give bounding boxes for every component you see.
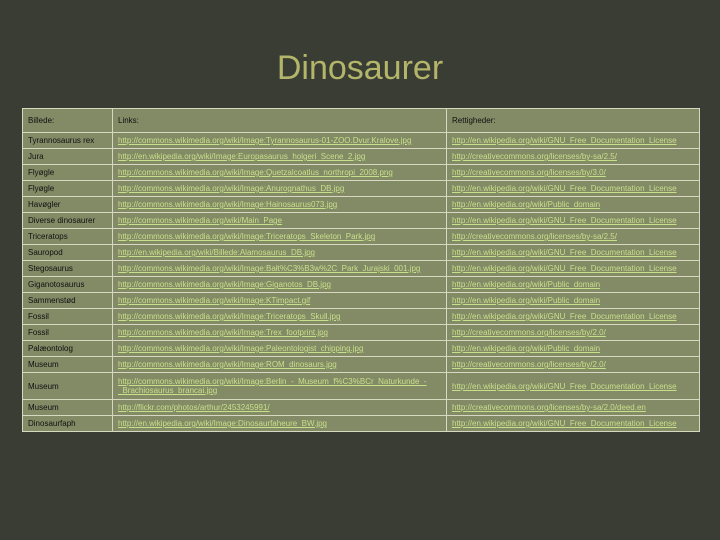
license-link[interactable]: http://creativecommons.org/licenses/by/3… <box>446 164 700 181</box>
license-link[interactable]: http://en.wikipedia.org/wiki/GNU_Free_Do… <box>446 372 700 400</box>
table-row: Stegosaurus http://commons.wikimedia.org/… <box>22 260 700 277</box>
table-row: Tyrannosaurus rex http://commons.wikimedi… <box>22 132 700 149</box>
image-name-cell: Tyrannosaurus rex <box>22 132 113 149</box>
license-link[interactable]: http://en.wikipedia.org/wiki/GNU_Free_Do… <box>446 212 700 229</box>
table-row: Museum http://commons.wikimedia.org/wiki/… <box>22 372 700 400</box>
image-name-cell: Giganotosaurus <box>22 276 113 293</box>
source-link[interactable]: http://commons.wikimedia.org/wiki/Main_P… <box>112 212 447 229</box>
source-link[interactable]: http://commons.wikimedia.org/wiki/Image:… <box>112 308 447 325</box>
source-link[interactable]: http://commons.wikimedia.org/wiki/Image:… <box>112 324 447 341</box>
license-link[interactable]: http://en.wikipedia.org/wiki/Public_doma… <box>446 196 700 213</box>
license-link[interactable]: http://creativecommons.org/licenses/by-s… <box>446 399 700 416</box>
license-link[interactable]: http://en.wikipedia.org/wiki/Public_doma… <box>446 292 700 309</box>
image-name-cell: Havøgler <box>22 196 113 213</box>
table-row: Flyøgle http://commons.wikimedia.org/wiki… <box>22 180 700 197</box>
source-link[interactable]: http://commons.wikimedia.org/wiki/Image:… <box>112 276 447 293</box>
table-row: Sauropod http://en.wikipedia.org/wiki/Bil… <box>22 244 700 261</box>
source-link[interactable]: http://commons.wikimedia.org/wiki/Image:… <box>112 292 447 309</box>
license-link[interactable]: http://en.wikipedia.org/wiki/Public_doma… <box>446 276 700 293</box>
table-row: Havøgler http://commons.wikimedia.org/wik… <box>22 196 700 213</box>
license-link[interactable]: http://en.wikipedia.org/wiki/GNU_Free_Do… <box>446 132 700 149</box>
license-link[interactable]: http://en.wikipedia.org/wiki/Public_doma… <box>446 340 700 357</box>
license-link[interactable]: http://en.wikipedia.org/wiki/GNU_Free_Do… <box>446 180 700 197</box>
source-link[interactable]: http://commons.wikimedia.org/wiki/Image:… <box>112 164 447 181</box>
license-link[interactable]: http://creativecommons.org/licenses/by/2… <box>446 324 700 341</box>
license-link[interactable]: http://creativecommons.org/licenses/by/2… <box>446 356 700 373</box>
source-link[interactable]: http://en.wikipedia.org/wiki/Image:Europ… <box>112 148 447 165</box>
source-link[interactable]: http://commons.wikimedia.org/wiki/Image:… <box>112 180 447 197</box>
source-link[interactable]: http://en.wikipedia.org/wiki/Billede:Ala… <box>112 244 447 261</box>
table-row: Palæontolog http://commons.wikimedia.org/… <box>22 340 700 357</box>
source-link[interactable]: http://flickr.com/photos/arthur/24532459… <box>112 399 447 416</box>
table-header-row: Billede: Links: Rettigheder: <box>22 108 700 133</box>
table-row: Museum http://commons.wikimedia.org/wiki/… <box>22 356 700 373</box>
source-link[interactable]: http://commons.wikimedia.org/wiki/Image:… <box>112 132 447 149</box>
image-name-cell: Sammenstød <box>22 292 113 309</box>
image-name-cell: Fossil <box>22 324 113 341</box>
image-name-cell: Palæontolog <box>22 340 113 357</box>
source-link[interactable]: http://commons.wikimedia.org/wiki/Image:… <box>112 340 447 357</box>
source-link[interactable]: http://commons.wikimedia.org/wiki/Image:… <box>112 260 447 277</box>
image-name-cell: Flyøgle <box>22 164 113 181</box>
image-name-cell: Diverse dinosaurer <box>22 212 113 229</box>
table-row: Diverse dinosaurer http://commons.wikimed… <box>22 212 700 229</box>
table-row: Fossil http://commons.wikimedia.org/wiki/… <box>22 324 700 341</box>
page-title: Dinosaurer <box>276 49 444 87</box>
license-link[interactable]: http://en.wikipedia.org/wiki/GNU_Free_Do… <box>446 260 700 277</box>
header-links: Links: <box>112 108 447 133</box>
source-link[interactable]: http://commons.wikimedia.org/wiki/Image:… <box>112 196 447 213</box>
image-name-cell: Stegosaurus <box>22 260 113 277</box>
image-name-cell: Sauropod <box>22 244 113 261</box>
license-link[interactable]: http://creativecommons.org/licenses/by-s… <box>446 228 700 245</box>
table-row: Museum http://flickr.com/photos/arthur/24… <box>22 399 700 416</box>
license-link[interactable]: http://en.wikipedia.org/wiki/GNU_Free_Do… <box>446 244 700 261</box>
image-name-cell: Museum <box>22 356 113 373</box>
license-link[interactable]: http://creativecommons.org/licenses/by-s… <box>446 148 700 165</box>
table-row: Fossil http://commons.wikimedia.org/wiki/… <box>22 308 700 325</box>
image-name-cell: Flyøgle <box>22 180 113 197</box>
source-link[interactable]: http://commons.wikimedia.org/wiki/Image:… <box>112 228 447 245</box>
image-name-cell: Fossil <box>22 308 113 325</box>
table-row: Dinosaurfaph http://en.wikipedia.org/wiki… <box>22 415 700 432</box>
table-row: Giganotosaurus http://commons.wikimedia.o… <box>22 276 700 293</box>
image-name-cell: Museum <box>22 372 113 400</box>
table-row: Sammenstød http://commons.wikimedia.org/w… <box>22 292 700 309</box>
table-row: Flyøgle http://commons.wikimedia.org/wiki… <box>22 164 700 181</box>
image-name-cell: Dinosaurfaph <box>22 415 113 432</box>
header-billede: Billede: <box>22 108 113 133</box>
source-link[interactable]: http://commons.wikimedia.org/wiki/Image:… <box>112 356 447 373</box>
source-link[interactable]: http://en.wikipedia.org/wiki/Image:Dinos… <box>112 415 447 432</box>
header-rettigheder: Rettigheder: <box>446 108 700 133</box>
source-link[interactable]: http://commons.wikimedia.org/wiki/Image:… <box>112 372 447 400</box>
credits-table: Billede: Links: Rettigheder: Tyrannosaur… <box>22 108 700 432</box>
image-name-cell: Triceratops <box>22 228 113 245</box>
license-link[interactable]: http://en.wikipedia.org/wiki/GNU_Free_Do… <box>446 308 700 325</box>
license-link[interactable]: http://en.wikipedia.org/wiki/GNU_Free_Do… <box>446 415 700 432</box>
table-row: Jura http://en.wikipedia.org/wiki/Image:E… <box>22 148 700 165</box>
image-name-cell: Jura <box>22 148 113 165</box>
image-name-cell: Museum <box>22 399 113 416</box>
table-row: Triceratops http://commons.wikimedia.org/… <box>22 228 700 245</box>
